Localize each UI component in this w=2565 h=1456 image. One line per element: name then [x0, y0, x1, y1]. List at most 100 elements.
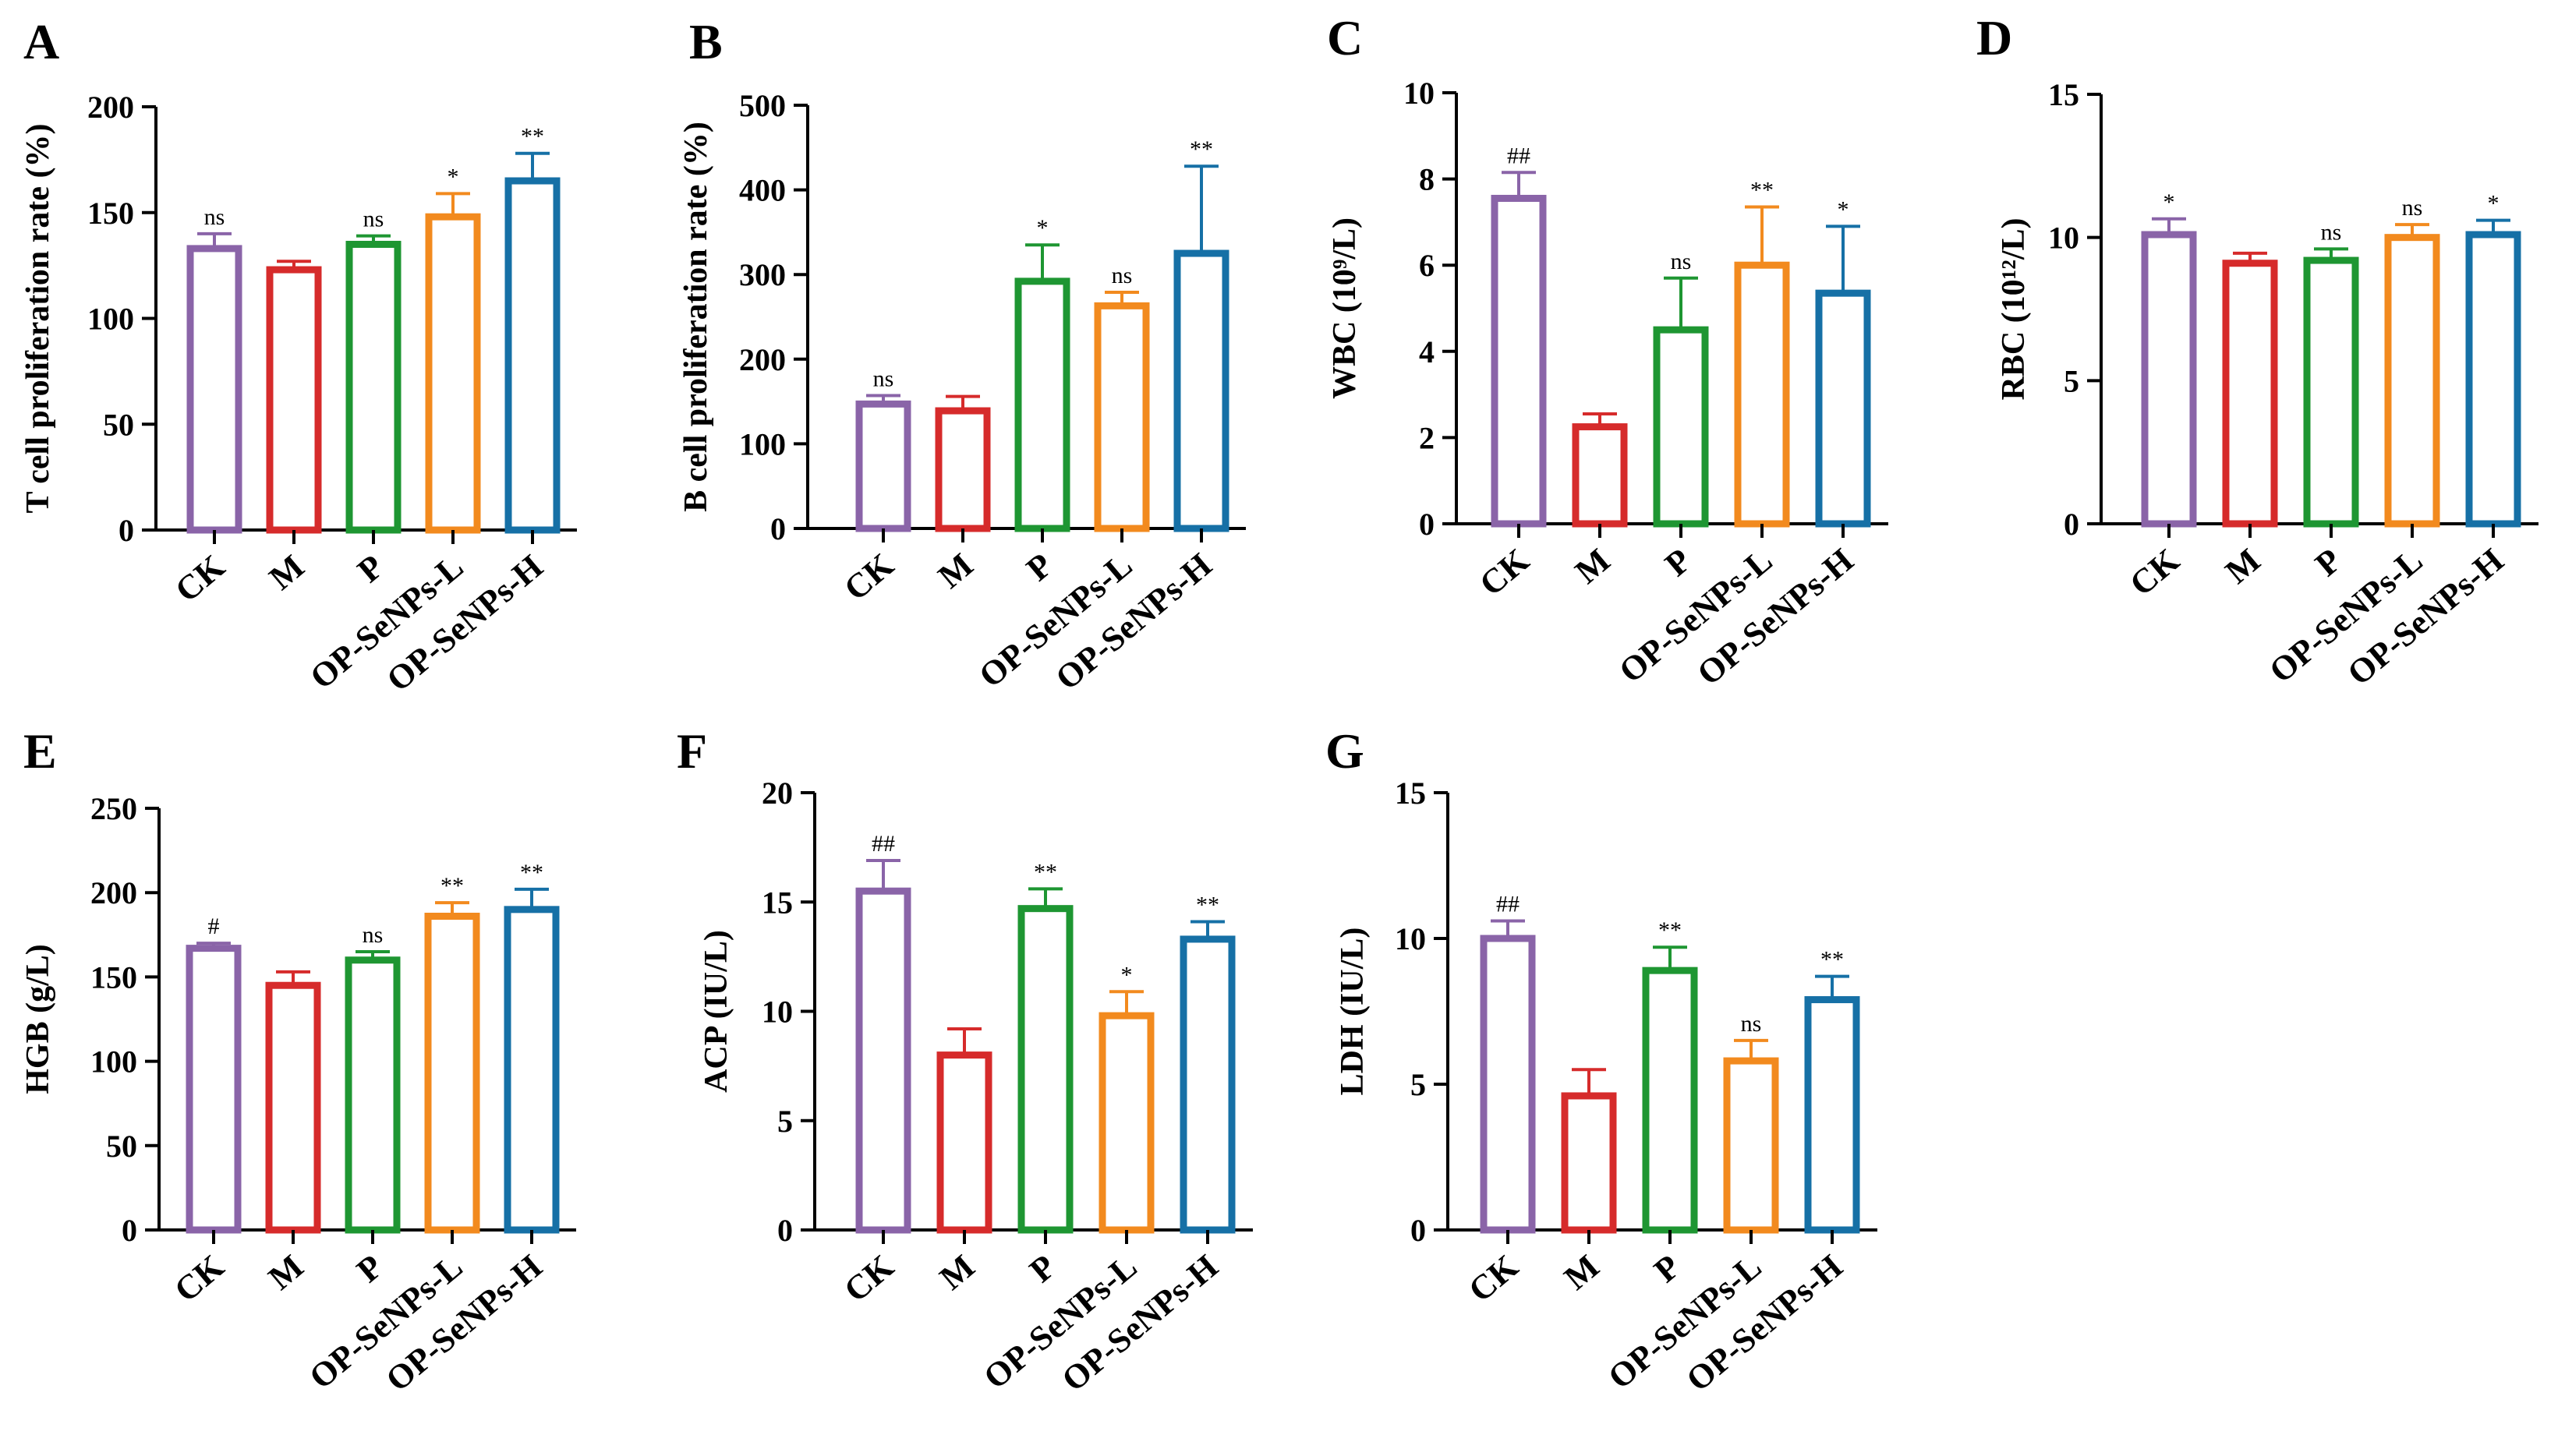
bar-ck	[855, 887, 911, 1234]
bar-op-senps-l	[424, 912, 480, 1234]
bar-m	[266, 266, 322, 534]
x-tick-label: M	[262, 547, 311, 597]
y-tick-label: 5	[2064, 363, 2079, 398]
bar-m	[265, 981, 321, 1234]
x-tick-label: P	[1647, 1247, 1687, 1290]
y-tick-label: 10	[2048, 221, 2079, 256]
panel-label: F	[677, 723, 707, 779]
panel-label: G	[1325, 723, 1364, 779]
significance-label: **	[1196, 892, 1219, 917]
bar-m	[936, 1051, 992, 1234]
significance-label: **	[521, 124, 544, 150]
bar-m	[2222, 260, 2278, 528]
significance-label: ns	[363, 922, 384, 948]
y-tick-label: 8	[1419, 162, 1435, 197]
y-tick-label: 0	[1410, 1213, 1426, 1248]
significance-label: **	[440, 873, 464, 899]
panel-label: A	[23, 14, 59, 69]
y-tick-label: 100	[90, 1044, 137, 1080]
significance-label: ns	[1671, 249, 1692, 274]
panel-label: D	[1976, 10, 2012, 65]
significance-label: *	[448, 164, 459, 189]
y-tick-label: 15	[2048, 77, 2079, 112]
bar-p	[345, 240, 402, 534]
x-tick-label: CK	[167, 1247, 231, 1309]
y-tick-label: 0	[777, 1213, 793, 1248]
x-tick-label: M	[1557, 1247, 1606, 1297]
y-tick-label: 0	[770, 511, 786, 546]
bar-ck	[855, 400, 911, 532]
x-tick-label: M	[2218, 541, 2267, 591]
y-tick-label: 100	[87, 302, 134, 337]
panel-b: B 0 100 200 300 400 500 B cell proliferation ra…	[678, 14, 1246, 698]
significance-label: **	[1820, 947, 1844, 973]
bar-op-senps-h	[504, 906, 560, 1234]
y-axis-label: HGB (g/L)	[20, 944, 56, 1094]
y-axis-label: B cell proliferation rate (%)	[678, 122, 714, 512]
bar-op-senps-l	[1094, 302, 1150, 532]
x-tick-label: P	[1022, 1247, 1063, 1290]
x-tick-label: M	[1568, 541, 1617, 591]
significance-label: **	[520, 860, 543, 885]
y-tick-label: 500	[739, 88, 786, 123]
significance-label: #	[208, 914, 220, 939]
y-tick-label: 150	[90, 959, 137, 995]
bar-op-senps-h	[504, 177, 561, 534]
y-tick-label: 10	[1395, 921, 1426, 956]
y-axis-label: ACP (IU/L)	[699, 930, 734, 1093]
y-tick-label: 2	[1419, 420, 1435, 455]
panel-label: B	[689, 14, 723, 69]
y-tick-label: 10	[762, 995, 793, 1030]
y-tick-label: 5	[1410, 1067, 1426, 1102]
y-tick-label: 0	[1419, 507, 1435, 542]
x-tick-label: CK	[2122, 541, 2186, 603]
y-tick-label: 400	[739, 173, 786, 208]
significance-label: ns	[1112, 263, 1133, 288]
bar-op-senps-l	[425, 213, 481, 534]
y-axis-label: RBC (10¹²/L)	[1996, 217, 2032, 400]
y-tick-label: 10	[1403, 76, 1435, 111]
bar-op-senps-l	[1734, 261, 1790, 528]
bar-op-senps-h	[1804, 996, 1860, 1234]
x-tick-label: P	[350, 547, 391, 590]
x-tick-label: P	[1658, 541, 1698, 584]
x-tick-label: M	[932, 1247, 982, 1297]
panel-label: C	[1327, 10, 1363, 65]
x-tick-label: M	[261, 1247, 310, 1297]
y-tick-label: 4	[1419, 334, 1435, 369]
bar-op-senps-h	[2465, 231, 2521, 528]
significance-label: **	[1750, 178, 1774, 203]
y-tick-label: 50	[106, 1129, 137, 1164]
bar-m	[1572, 423, 1628, 528]
bar-m	[1561, 1092, 1617, 1234]
bar-ck	[186, 245, 242, 534]
bar-p	[345, 956, 401, 1234]
y-tick-label: 0	[2064, 507, 2079, 542]
significance-label: *	[2163, 189, 2175, 215]
significance-label: ns	[2321, 219, 2342, 245]
y-tick-label: 6	[1419, 248, 1435, 283]
significance-label: *	[2488, 191, 2500, 217]
significance-label: *	[1037, 215, 1049, 241]
significance-label: ns	[2402, 195, 2423, 221]
bar-p	[1014, 277, 1070, 532]
significance-label: *	[1838, 196, 1849, 222]
x-tick-label: P	[2308, 541, 2348, 584]
bar-ck	[2141, 231, 2197, 528]
y-tick-label: 200	[739, 342, 786, 377]
significance-label: ##	[872, 831, 895, 857]
panel-label: E	[23, 723, 57, 779]
bar-op-senps-h	[1173, 249, 1229, 532]
y-tick-label: 0	[122, 1213, 137, 1248]
y-tick-label: 20	[762, 776, 793, 811]
y-tick-label: 100	[739, 426, 786, 461]
significance-label: ns	[1741, 1011, 1762, 1037]
significance-label: ##	[1496, 892, 1520, 917]
significance-label: **	[1190, 136, 1213, 162]
bar-m	[935, 407, 991, 532]
bar-ck	[186, 945, 242, 1234]
